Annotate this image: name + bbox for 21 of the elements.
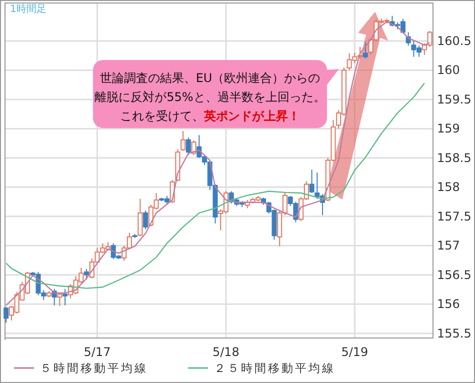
x-tick-label: 5/18	[212, 345, 240, 359]
y-tick-label: 158.5	[437, 150, 472, 165]
y-tick-label: 156	[437, 297, 460, 312]
legend-label: ２５時間移動平均線	[214, 361, 336, 375]
y-tick-label: 159.5	[437, 92, 472, 106]
y-tick-label: 160.5	[437, 34, 472, 48]
y-tick-label: 158	[437, 180, 460, 194]
text: 世論調査の結果、EU（欧州連合）からの	[100, 71, 320, 85]
y-tick-label: 155.5	[437, 326, 472, 340]
text: 英ポンドが上昇！	[204, 109, 300, 123]
y-tick-label: 156.5	[437, 268, 472, 282]
y-tick-label: 157	[437, 238, 460, 253]
y-tick-label: 159	[437, 122, 460, 136]
text: 離脱に反対が55%と、過半数を上回った。	[94, 90, 326, 104]
x-tick-label: 5/19	[341, 345, 368, 359]
x-tick-label: 5/17	[84, 345, 111, 359]
y-tick-label: 157.5	[437, 209, 472, 224]
text: これを受けて、	[120, 109, 204, 123]
legend-label: ５時間移動平均線	[40, 361, 148, 375]
y-tick-label: 160	[437, 63, 460, 78]
chart-title: 1時間足	[10, 3, 46, 15]
